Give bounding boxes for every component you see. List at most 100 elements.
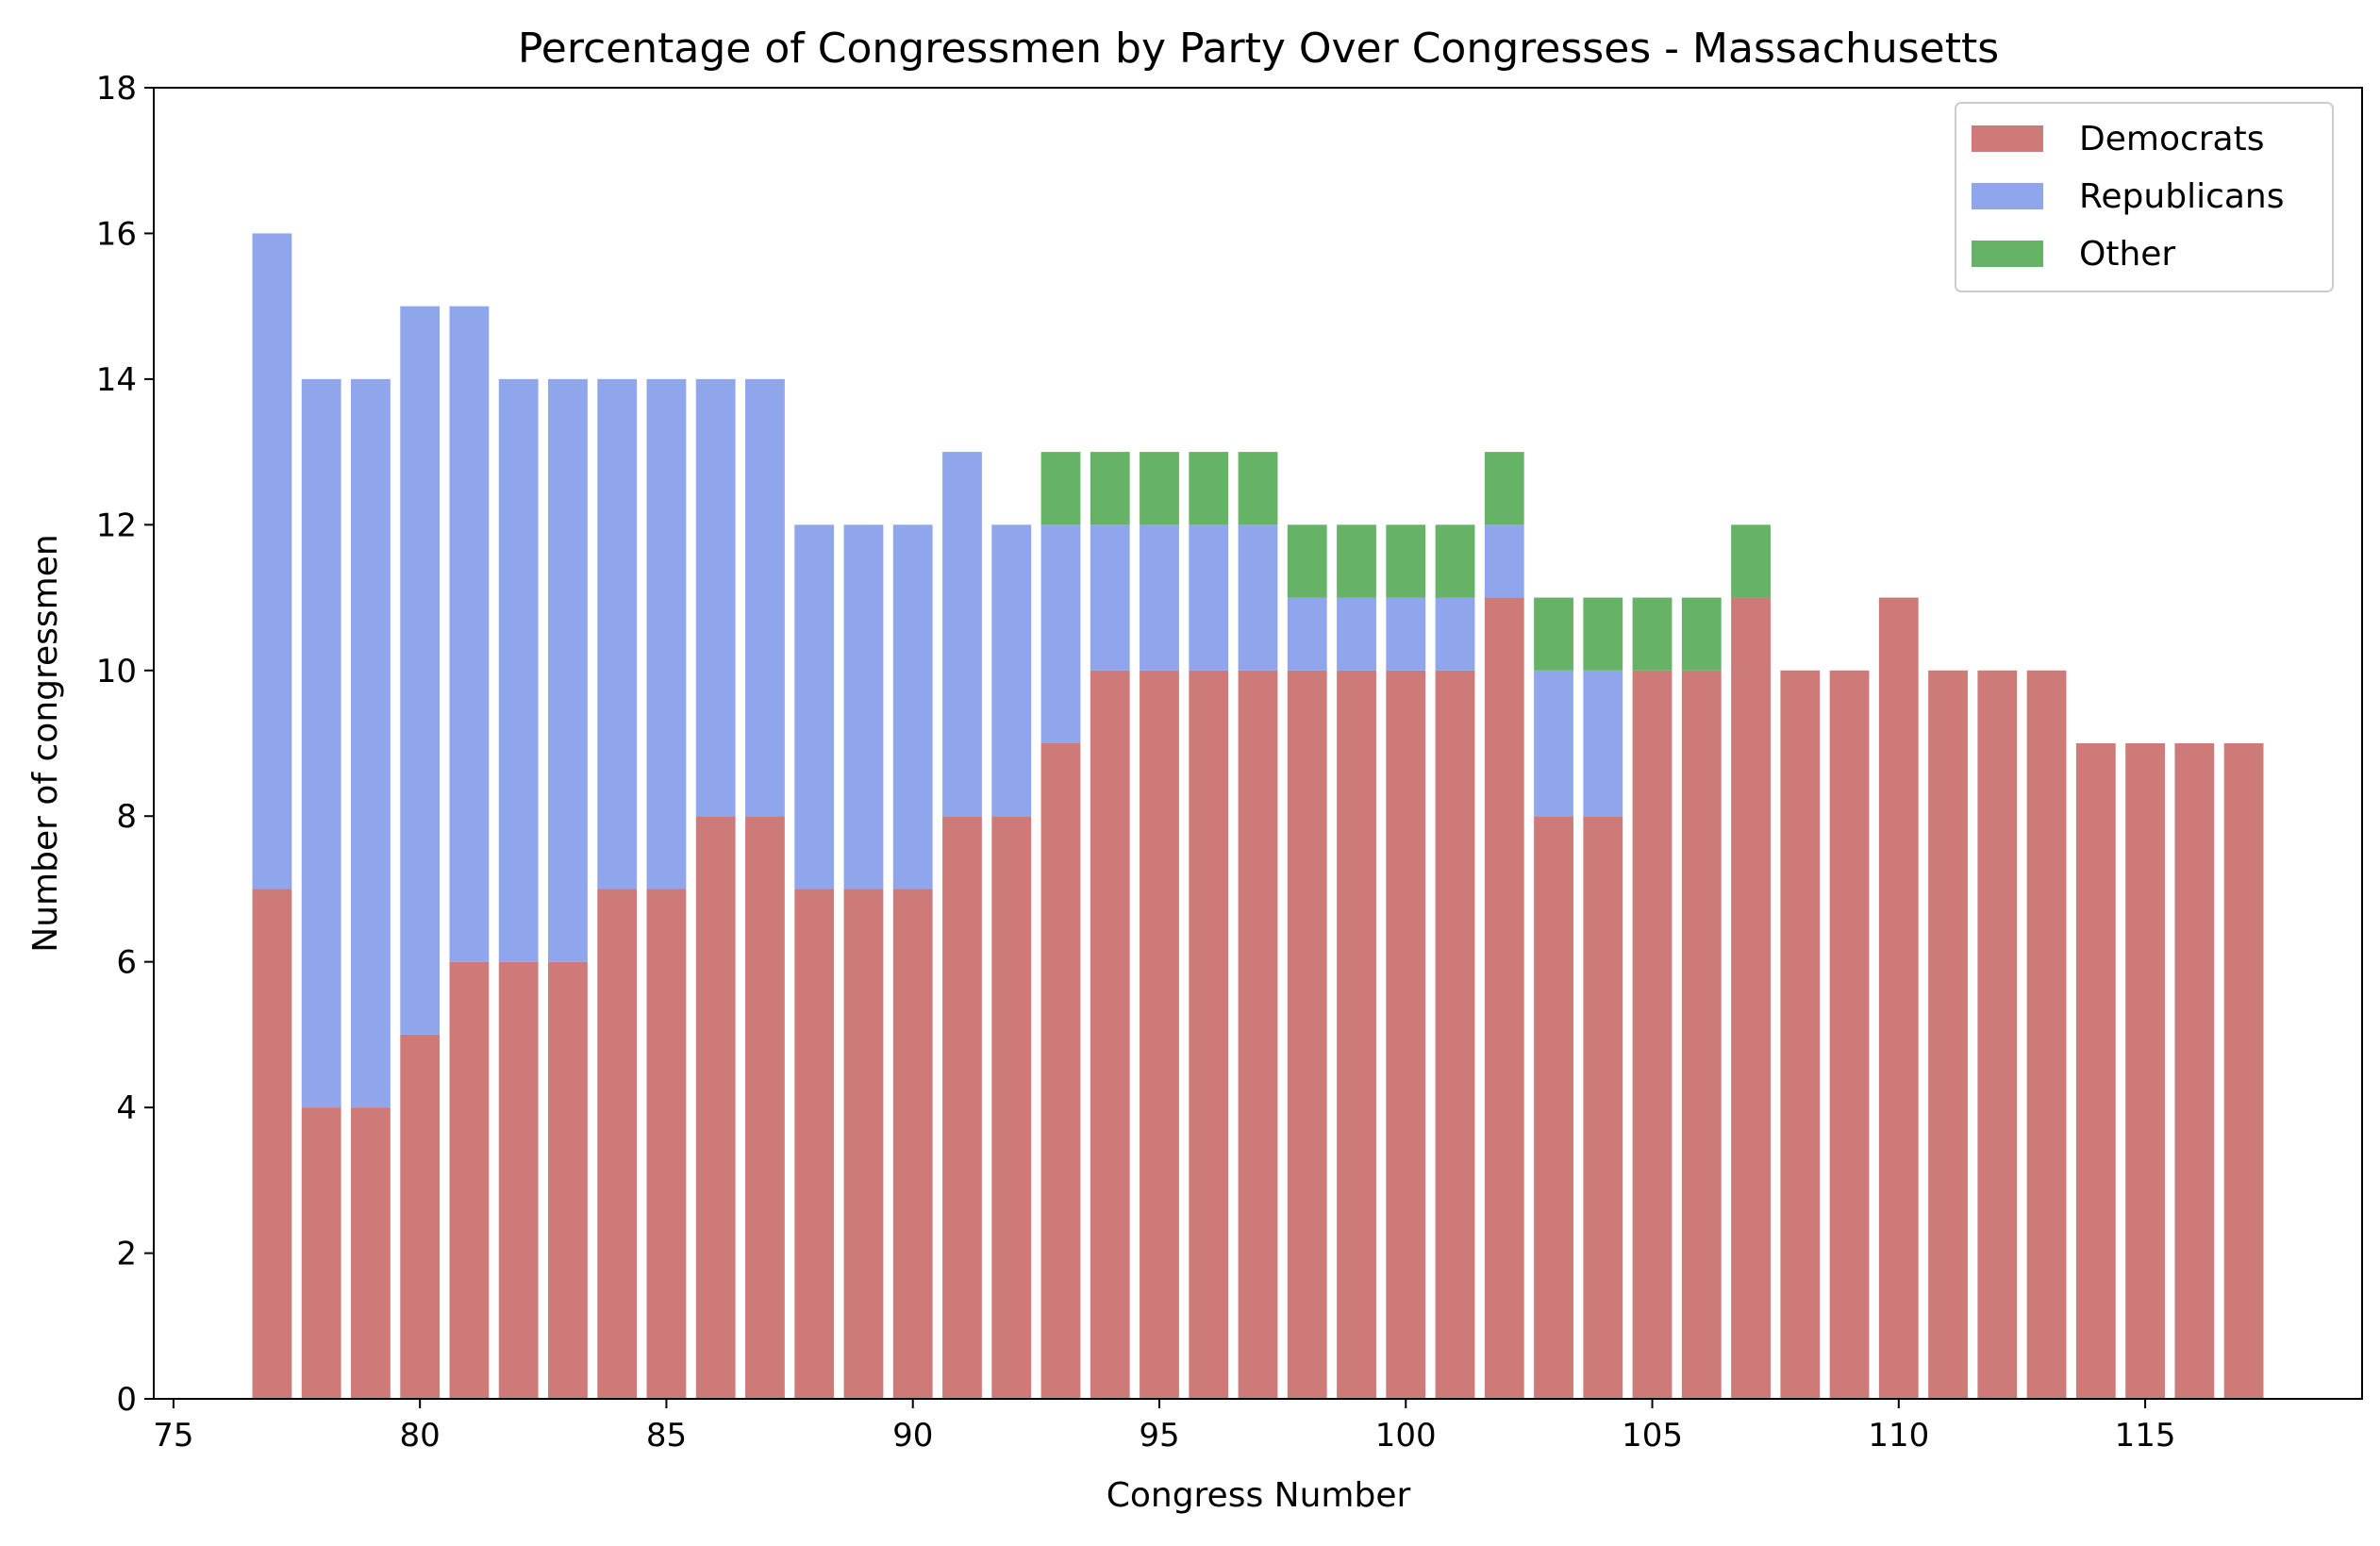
bar-republicans-96: [1189, 524, 1229, 671]
x-tick-label: 95: [1139, 1417, 1179, 1455]
y-tick-label: 6: [116, 944, 137, 982]
bar-democrats-112: [1977, 670, 2018, 1399]
bar-democrats-111: [1928, 670, 1968, 1399]
bar-republicans-83: [548, 378, 588, 962]
bar-republicans-91: [942, 452, 982, 817]
bar-other-96: [1189, 452, 1229, 525]
x-tick-label: 115: [2115, 1417, 2176, 1455]
bar-other-98: [1287, 524, 1327, 598]
legend-swatch-republicans: [1972, 183, 2043, 209]
x-tick-label: 90: [892, 1417, 933, 1455]
bar-democrats-79: [351, 1107, 391, 1399]
bar-republicans-102: [1484, 524, 1524, 598]
y-tick-label: 18: [96, 70, 137, 108]
bar-democrats-80: [400, 1034, 441, 1399]
y-tick-label: 14: [96, 361, 137, 399]
legend-label-republicans: Republicans: [2079, 177, 2285, 216]
bar-republicans-80: [400, 306, 441, 1035]
bar-republicans-86: [695, 378, 736, 817]
bar-democrats-97: [1238, 670, 1278, 1399]
bar-other-101: [1435, 524, 1475, 598]
bar-democrats-94: [1090, 670, 1130, 1399]
bar-republicans-101: [1435, 597, 1475, 671]
bar-other-97: [1238, 452, 1278, 525]
bar-democrats-78: [301, 1107, 341, 1399]
y-tick-label: 16: [96, 215, 137, 253]
y-tick-label: 8: [116, 798, 137, 836]
x-tick-label: 75: [153, 1417, 193, 1455]
bar-other-103: [1534, 597, 1573, 671]
bar-other-95: [1140, 452, 1179, 525]
bar-other-104: [1583, 597, 1623, 671]
x-axis-ticks: 75 80 85 90 95 100 105 110 115: [153, 1399, 2176, 1455]
bar-democrats-81: [449, 961, 490, 1399]
bar-democrats-110: [1878, 597, 1919, 1399]
bar-democrats-117: [2223, 743, 2264, 1399]
bar-democrats-109: [1829, 670, 1870, 1399]
bar-other-93: [1040, 452, 1081, 525]
x-tick-label: 105: [1622, 1417, 1683, 1455]
legend-swatch-democrats: [1972, 125, 2043, 152]
bars-group: [252, 233, 2264, 1399]
legend-frame: [1955, 102, 2334, 292]
y-tick-label: 2: [116, 1236, 137, 1273]
bar-democrats-86: [695, 816, 736, 1399]
bar-democrats-107: [1731, 597, 1771, 1399]
y-tick-label: 0: [116, 1381, 137, 1419]
bar-democrats-77: [252, 889, 292, 1399]
bar-democrats-91: [942, 816, 982, 1399]
bar-democrats-95: [1140, 670, 1179, 1399]
x-tick-label: 110: [1868, 1417, 1929, 1455]
bar-democrats-106: [1681, 670, 1722, 1399]
y-axis-ticks: 0 2 4 6 8 10 12 14 16 18: [96, 70, 154, 1419]
bar-republicans-85: [646, 378, 687, 889]
x-tick-label: 85: [646, 1417, 687, 1455]
bar-democrats-105: [1632, 670, 1673, 1399]
bar-democrats-87: [745, 816, 785, 1399]
bar-other-102: [1484, 452, 1524, 525]
bar-republicans-94: [1090, 524, 1130, 671]
bar-other-105: [1632, 597, 1673, 671]
bar-democrats-100: [1386, 670, 1426, 1399]
bar-republicans-97: [1238, 524, 1278, 671]
x-tick-label: 80: [400, 1417, 441, 1455]
bar-democrats-96: [1189, 670, 1229, 1399]
bar-republicans-100: [1386, 597, 1426, 671]
bar-democrats-99: [1337, 670, 1376, 1399]
bar-other-99: [1337, 524, 1376, 598]
bar-democrats-104: [1583, 816, 1623, 1399]
bar-democrats-92: [991, 816, 1032, 1399]
legend-label-democrats: Democrats: [2079, 120, 2265, 158]
bar-republicans-79: [351, 378, 391, 1108]
y-axis-label: Number of congressmen: [26, 534, 65, 952]
bar-other-107: [1731, 524, 1771, 598]
bar-democrats-108: [1780, 670, 1821, 1399]
bar-republicans-98: [1287, 597, 1327, 671]
bar-democrats-83: [548, 961, 588, 1399]
bar-other-94: [1090, 452, 1130, 525]
bar-democrats-98: [1287, 670, 1327, 1399]
bar-democrats-114: [2075, 743, 2116, 1399]
bar-republicans-89: [843, 524, 884, 889]
y-tick-label: 12: [96, 507, 137, 544]
bar-democrats-102: [1484, 597, 1524, 1399]
y-tick-label: 4: [116, 1089, 137, 1127]
bar-democrats-116: [2174, 743, 2215, 1399]
x-tick-label: 100: [1375, 1417, 1437, 1455]
bar-democrats-89: [843, 889, 884, 1399]
bar-democrats-88: [794, 889, 835, 1399]
bar-republicans-99: [1337, 597, 1376, 671]
legend-swatch-other: [1972, 241, 2043, 267]
bar-democrats-85: [646, 889, 687, 1399]
bar-republicans-92: [991, 524, 1032, 817]
chart-title: Percentage of Congressmen by Party Over …: [518, 25, 1999, 73]
bar-democrats-115: [2125, 743, 2165, 1399]
bar-republicans-82: [498, 378, 539, 962]
bar-democrats-90: [892, 889, 933, 1399]
bar-republicans-84: [597, 378, 638, 889]
y-tick-label: 10: [96, 653, 137, 690]
bar-democrats-82: [498, 961, 539, 1399]
bar-other-100: [1386, 524, 1426, 598]
bar-democrats-101: [1435, 670, 1475, 1399]
